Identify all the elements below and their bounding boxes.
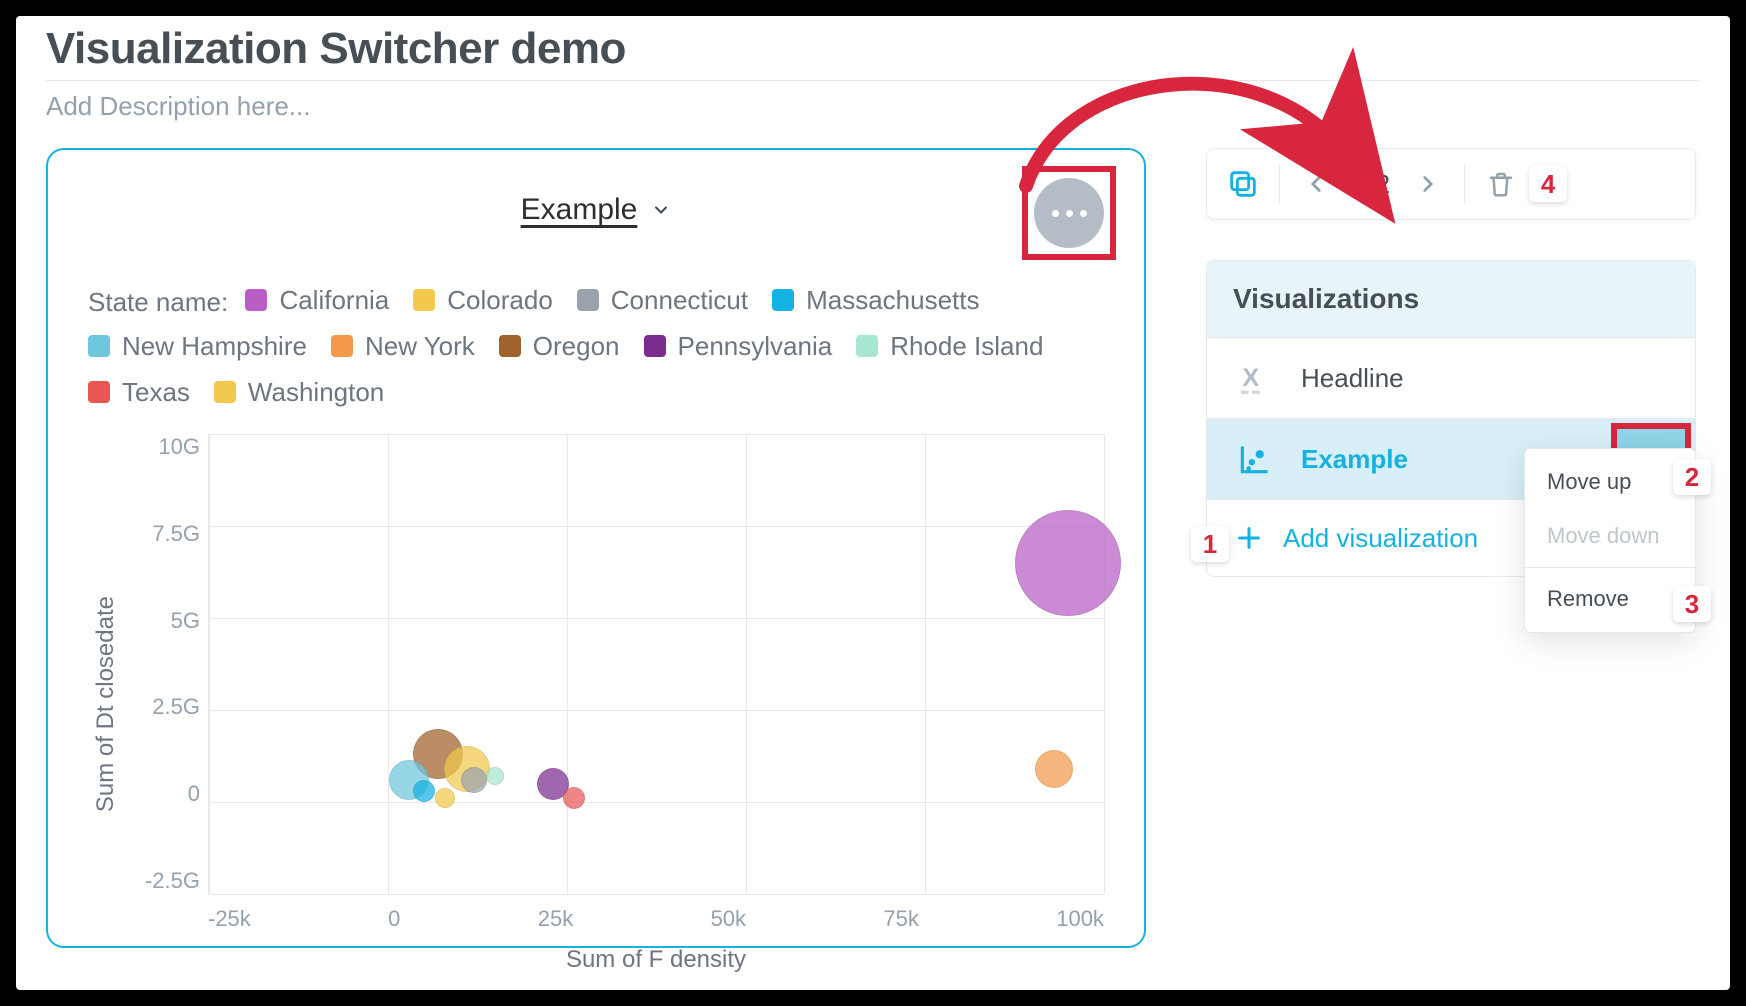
legend-item[interactable]: California	[245, 278, 389, 322]
duplicate-button[interactable]	[1221, 162, 1265, 206]
chevron-down-icon	[651, 200, 671, 220]
legend-item[interactable]: Washington	[214, 370, 384, 414]
plus-icon	[1233, 522, 1265, 554]
legend-item[interactable]: Colorado	[413, 278, 553, 322]
chart-title: Example	[521, 193, 638, 227]
description-placeholder[interactable]: Add Description here...	[46, 91, 1700, 122]
prev-page-button[interactable]	[1294, 162, 1338, 206]
legend-item[interactable]: Connecticut	[577, 278, 748, 322]
bubble-rhode-island[interactable]	[486, 767, 504, 785]
legend-title: State name:	[88, 287, 228, 317]
legend-item[interactable]: New Hampshire	[88, 324, 307, 368]
vis-item-label: Example	[1301, 444, 1408, 475]
chart-legend: State name: California Colorado Connecticu…	[88, 278, 1104, 416]
legend-label: Colorado	[447, 278, 553, 322]
callout-1: 1	[1191, 526, 1229, 562]
legend-swatch	[413, 289, 435, 311]
vis-item-headline[interactable]: X Headline	[1207, 338, 1695, 419]
legend-label: Massachusetts	[806, 278, 979, 322]
svg-text:X: X	[1242, 364, 1259, 392]
legend-item[interactable]: Rhode Island	[856, 324, 1043, 368]
legend-label: Texas	[122, 370, 190, 414]
legend-swatch	[856, 335, 878, 357]
legend-swatch	[88, 335, 110, 357]
chart-title-dropdown[interactable]: Example	[521, 193, 672, 227]
legend-label: New York	[365, 324, 475, 368]
ctx-move-down[interactable]: Move down	[1525, 509, 1695, 563]
page-title: Visualization Switcher demo	[46, 24, 1700, 81]
legend-item[interactable]: Pennsylvania	[644, 324, 833, 368]
bubble-plot	[208, 434, 1104, 894]
callout-2: 2	[1673, 459, 1711, 495]
chevron-right-icon	[1415, 171, 1441, 197]
callout-3: 3	[1673, 586, 1711, 622]
bubble-texas[interactable]	[563, 787, 585, 809]
legend-swatch	[331, 335, 353, 357]
ctx-remove[interactable]: Remove	[1525, 572, 1695, 626]
legend-item[interactable]: New York	[331, 324, 475, 368]
card-menu-highlight	[1022, 166, 1116, 260]
legend-label: Pennsylvania	[678, 324, 833, 368]
legend-swatch	[577, 289, 599, 311]
vis-item-label: Headline	[1301, 363, 1404, 394]
callout-4: 4	[1529, 166, 1567, 202]
legend-label: Connecticut	[611, 278, 748, 322]
visualization-toolbar: 2/2 4	[1206, 148, 1696, 220]
headline-icon: X	[1233, 356, 1277, 400]
chevron-left-icon	[1303, 171, 1329, 197]
bubble-new-york[interactable]	[1035, 750, 1073, 788]
ctx-move-up[interactable]: Move up	[1525, 455, 1695, 509]
legend-item[interactable]: Oregon	[499, 324, 620, 368]
page-counter: 2/2	[1354, 169, 1390, 200]
legend-label: Rhode Island	[890, 324, 1043, 368]
y-axis-label: Sum of Dt closedate	[88, 596, 120, 812]
x-axis-label: Sum of F density	[208, 946, 1104, 974]
y-axis-ticks: 10G7.5G5G2.5G0-2.5G	[120, 434, 208, 894]
legend-swatch	[772, 289, 794, 311]
legend-label: New Hampshire	[122, 324, 307, 368]
bubble-california[interactable]	[1015, 510, 1121, 616]
x-axis-ticks: -25k025k50k75k100k	[208, 894, 1104, 932]
add-visualization-label: Add visualization	[1283, 523, 1478, 554]
bubble-connecticut[interactable]	[461, 767, 487, 793]
vis-item-context-menu: Move up Move down Remove 2 3	[1524, 448, 1696, 633]
legend-swatch	[644, 335, 666, 357]
legend-label: Oregon	[533, 324, 620, 368]
scatter-icon	[1233, 437, 1277, 481]
next-page-button[interactable]	[1406, 162, 1450, 206]
bubble-new-hampshire[interactable]	[413, 780, 435, 802]
legend-swatch	[88, 381, 110, 403]
trash-icon	[1486, 169, 1516, 199]
legend-item[interactable]: Massachusetts	[772, 278, 979, 322]
legend-swatch	[499, 335, 521, 357]
panel-header: Visualizations	[1207, 261, 1695, 338]
legend-swatch	[245, 289, 267, 311]
legend-item[interactable]: Texas	[88, 370, 190, 414]
legend-swatch	[214, 381, 236, 403]
delete-button[interactable]	[1479, 162, 1523, 206]
chart-card: Example State name: California Colorado Co…	[46, 148, 1146, 948]
legend-label: Washington	[248, 370, 384, 414]
duplicate-icon	[1226, 167, 1260, 201]
legend-label: California	[279, 278, 389, 322]
bubble-washington[interactable]	[435, 788, 455, 808]
